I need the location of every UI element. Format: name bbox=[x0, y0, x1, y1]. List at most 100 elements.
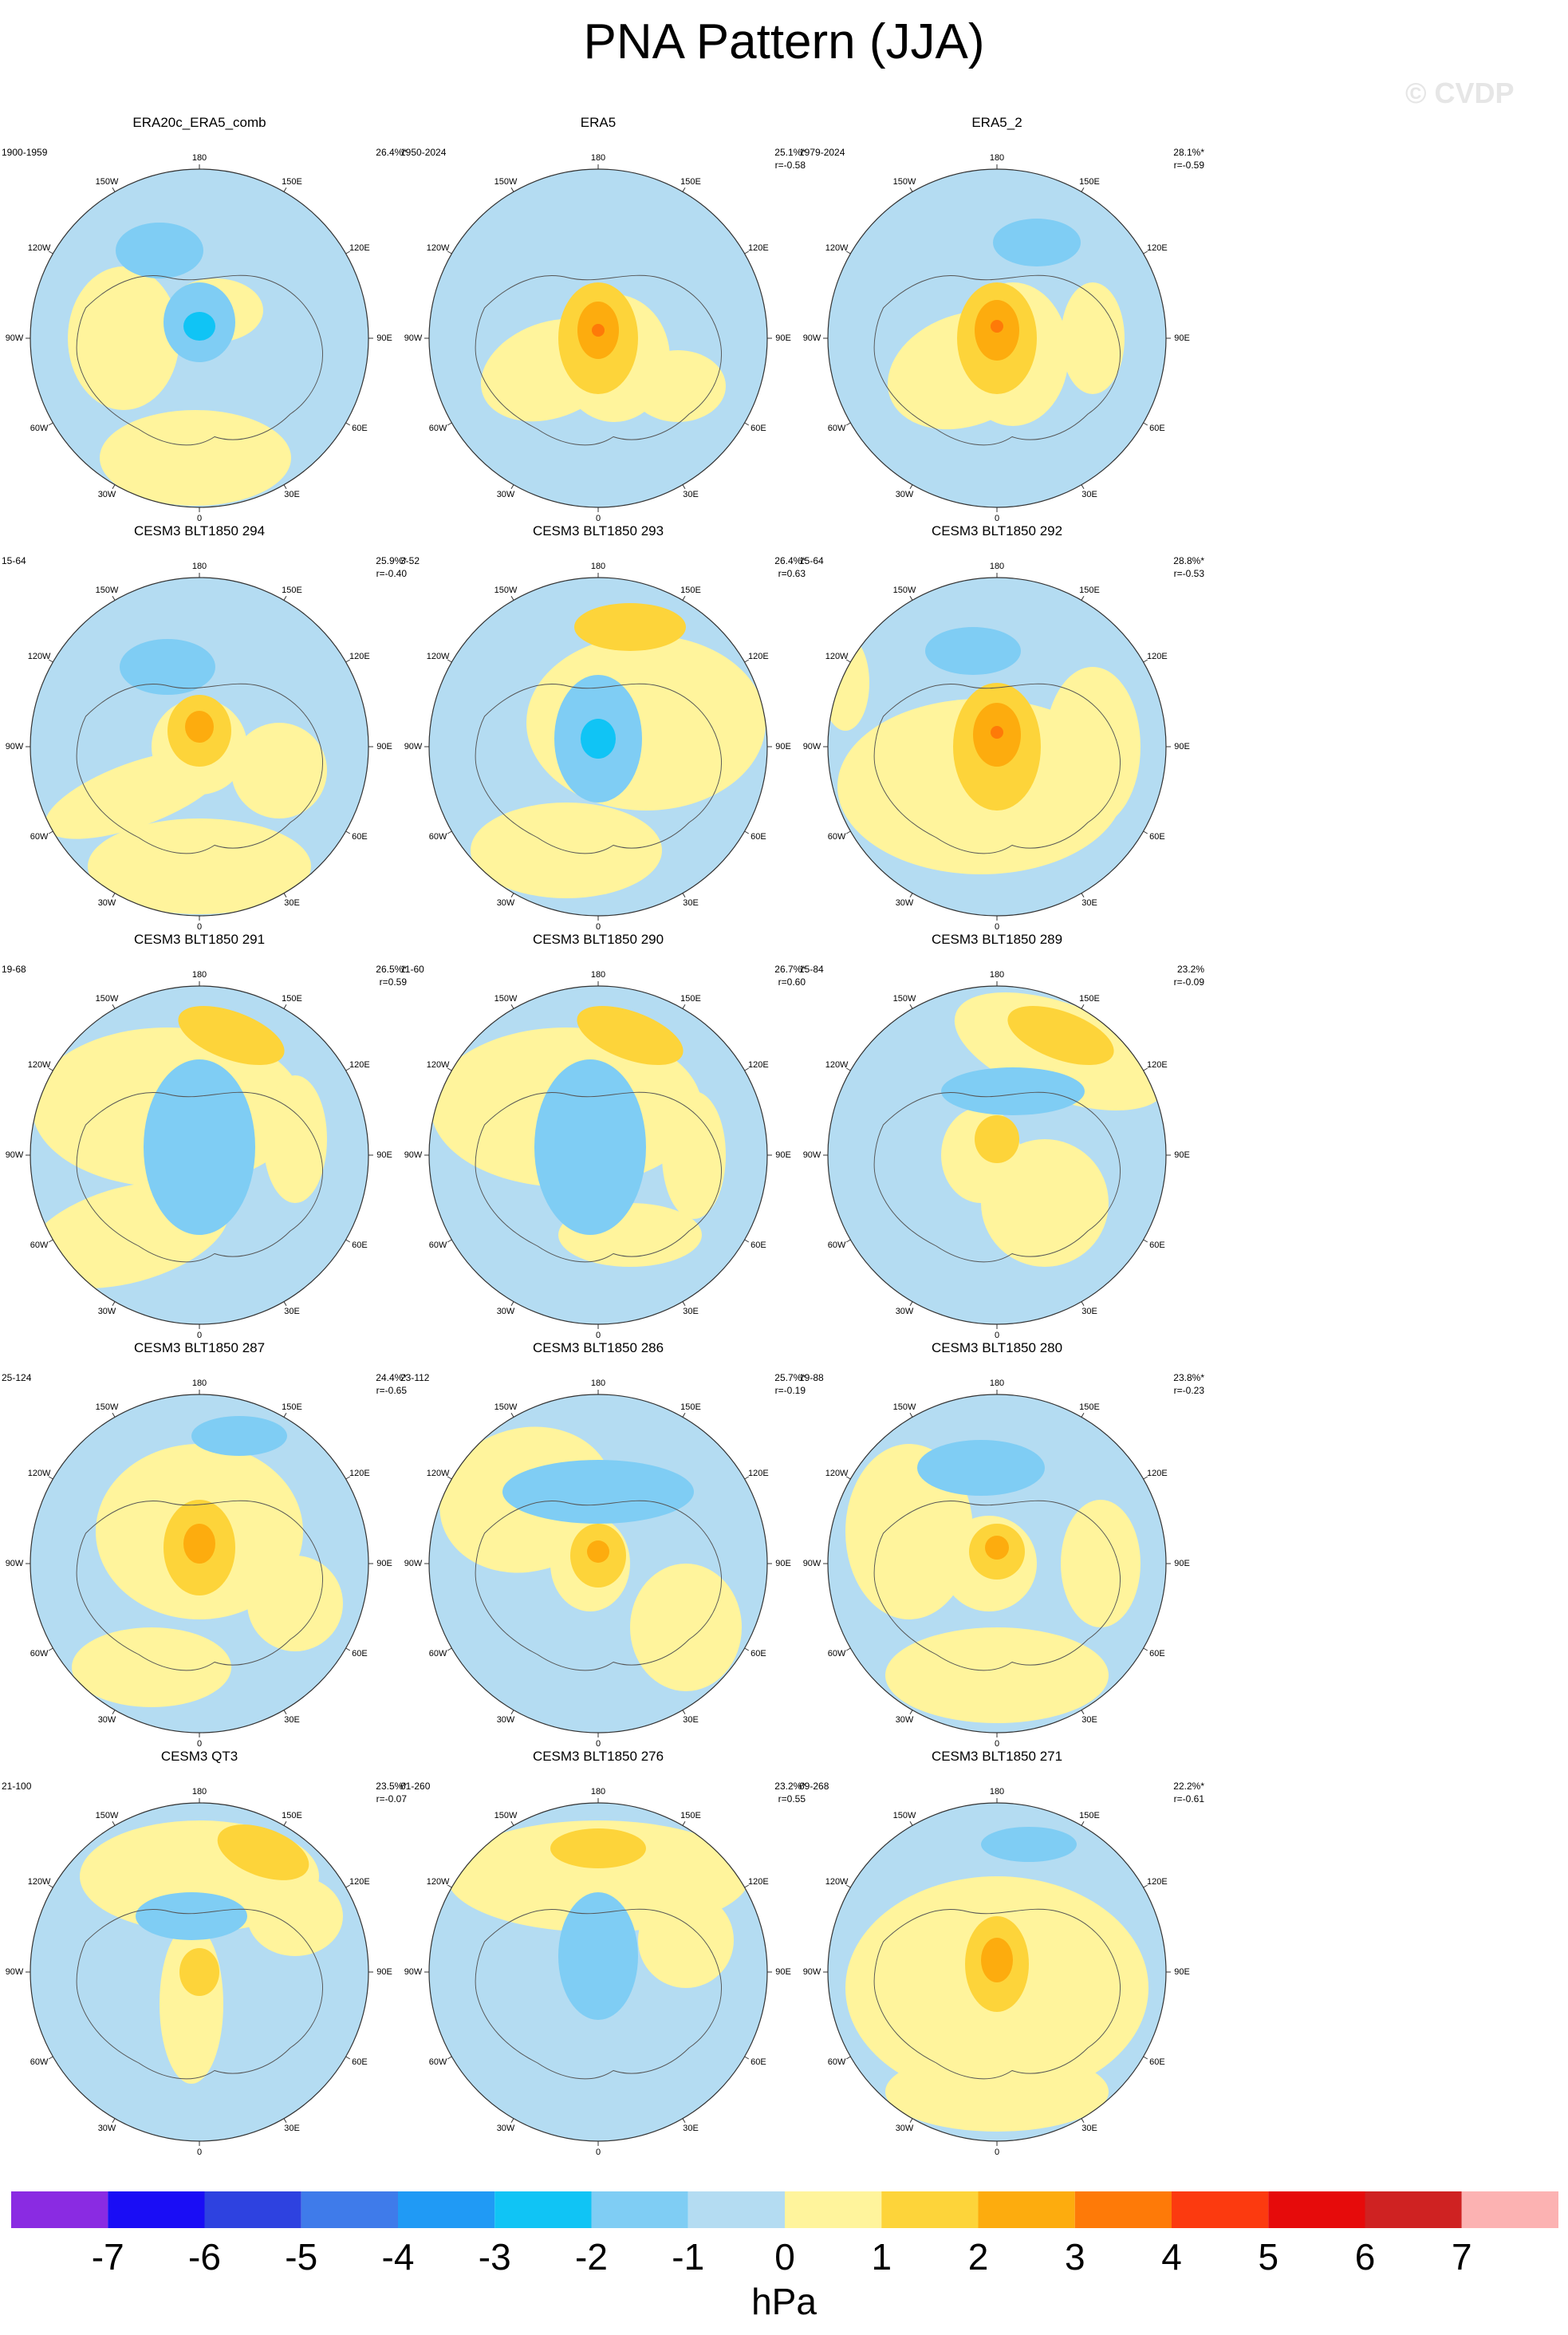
lon-label: 30W bbox=[496, 489, 515, 499]
polar-map bbox=[424, 164, 772, 512]
panel-variance-pct: 26.4%* bbox=[376, 147, 407, 158]
lon-tick bbox=[283, 484, 287, 490]
lon-label: 90E bbox=[775, 1559, 791, 1568]
lon-tick bbox=[283, 1004, 287, 1009]
colorbar-tick-label: 1 bbox=[871, 2236, 892, 2278]
lon-label: 90E bbox=[376, 1967, 392, 1977]
lon-label: 30W bbox=[895, 2123, 914, 2133]
lon-label: 60E bbox=[1149, 1649, 1165, 1659]
colorbar-units-label: hPa bbox=[751, 2281, 817, 2322]
lon-tick bbox=[345, 659, 351, 663]
lon-tick bbox=[1143, 1884, 1148, 1888]
lon-label: 90W bbox=[802, 742, 821, 751]
polar-map bbox=[823, 981, 1171, 1329]
colorbar-swatch bbox=[398, 2191, 495, 2228]
lon-label: 60E bbox=[352, 832, 368, 842]
lon-tick bbox=[1081, 187, 1085, 192]
lon-label: 120E bbox=[349, 652, 370, 661]
lon-label: 60E bbox=[751, 1649, 766, 1659]
lon-tick bbox=[909, 187, 913, 192]
panel-period: 1900-1959 bbox=[2, 147, 48, 158]
panel-variance-pct: 22.2%* bbox=[1173, 1781, 1204, 1792]
map-panel: ERA5 1950-2024 25.1%* r=-0.58 180 150E 120E 90E… bbox=[391, 115, 806, 530]
map-panel: CESM3 BLT1850 292 15-64 28.8%* r=-0.53 180 15… bbox=[790, 523, 1204, 938]
lon-label: 120W bbox=[426, 1877, 450, 1887]
lon-label: 60W bbox=[30, 424, 49, 433]
colorbar-tick-label: -1 bbox=[672, 2236, 705, 2278]
lon-tick bbox=[510, 1301, 514, 1307]
lon-label: 90E bbox=[775, 1967, 791, 1977]
contour-region bbox=[991, 726, 1003, 739]
panel-correlation: r=0.60 bbox=[778, 976, 806, 988]
lon-label: 30W bbox=[496, 897, 515, 908]
colorbar-tick-label: -4 bbox=[381, 2236, 415, 2278]
lon-label: 90E bbox=[1174, 742, 1190, 751]
lon-label: 150W bbox=[892, 994, 916, 1004]
contour-region bbox=[136, 1892, 247, 1940]
lon-label: 30E bbox=[1081, 489, 1097, 499]
lon-label: 60E bbox=[751, 832, 766, 842]
panel-period: 15-64 bbox=[799, 555, 824, 566]
lon-tick bbox=[48, 1647, 53, 1651]
colorbar-tick-label: 4 bbox=[1161, 2236, 1182, 2278]
lon-tick bbox=[1081, 2118, 1085, 2124]
panel-period: 15-64 bbox=[2, 555, 26, 566]
polar-map bbox=[424, 981, 772, 1329]
page-title: PNA Pattern (JJA) bbox=[583, 14, 985, 69]
lon-label: 150E bbox=[282, 1402, 302, 1413]
panel-correlation: r=-0.59 bbox=[1173, 160, 1204, 171]
lon-label: 150E bbox=[282, 1811, 302, 1821]
lon-label: 150E bbox=[680, 177, 701, 187]
lon-tick bbox=[447, 830, 452, 834]
contour-region bbox=[502, 1460, 694, 1524]
lon-label: 30W bbox=[97, 897, 116, 908]
coastline bbox=[475, 1500, 722, 1671]
lon-tick bbox=[447, 1239, 452, 1243]
lon-label: 120W bbox=[426, 1469, 450, 1478]
lon-label: 0 bbox=[196, 922, 203, 932]
coastline bbox=[475, 683, 722, 854]
panel-variance-pct: 24.4%* bbox=[376, 1372, 407, 1383]
colorbar-tick-label: 0 bbox=[774, 2236, 795, 2278]
lon-label: 60E bbox=[352, 1240, 368, 1250]
lon-label: 180 bbox=[590, 1379, 606, 1388]
map-panel: CESM3 BLT1850 271 69-268 22.2%* r=-0.61 180 1… bbox=[790, 1749, 1204, 2163]
contour-region bbox=[925, 627, 1021, 675]
lon-label: 60W bbox=[428, 832, 447, 842]
map-panel: CESM3 BLT1850 289 15-84 23.2% r=-0.09 180 150… bbox=[790, 932, 1204, 1347]
lon-label: 30W bbox=[496, 1306, 515, 1316]
contour-region bbox=[828, 635, 869, 731]
lon-label: 30E bbox=[284, 1714, 300, 1725]
lon-tick bbox=[909, 1004, 913, 1009]
lon-tick bbox=[1081, 484, 1085, 490]
coastline bbox=[873, 1091, 1121, 1263]
contour-region bbox=[1045, 667, 1141, 826]
contour-region bbox=[160, 1924, 223, 2084]
lon-label: 120W bbox=[27, 1469, 51, 1478]
panel-correlation: r=-0.65 bbox=[376, 1385, 407, 1396]
contour-region bbox=[183, 1524, 215, 1564]
lon-label: 30E bbox=[284, 2123, 300, 2133]
panel-title: CESM3 BLT1850 293 bbox=[532, 523, 664, 538]
lon-label: 90W bbox=[404, 742, 423, 751]
lon-label: 0 bbox=[994, 922, 1000, 932]
panel-period: 21-100 bbox=[2, 1781, 32, 1792]
lon-tick bbox=[682, 1412, 686, 1418]
lon-tick bbox=[48, 1884, 53, 1888]
lon-label: 60E bbox=[751, 424, 766, 433]
lon-tick bbox=[447, 422, 452, 426]
lon-label: 150W bbox=[95, 586, 119, 596]
lon-label: 180 bbox=[590, 562, 606, 571]
contour-region bbox=[88, 818, 311, 914]
lon-label: 0 bbox=[595, 514, 601, 523]
lon-tick bbox=[845, 1476, 851, 1480]
lon-label: 0 bbox=[196, 2148, 203, 2157]
lon-label: 90W bbox=[5, 1559, 24, 1568]
lon-tick bbox=[845, 2056, 851, 2060]
lon-label: 90W bbox=[404, 333, 423, 343]
panel-correlation: r=0.63 bbox=[778, 568, 806, 579]
lon-tick bbox=[345, 1239, 351, 1243]
lon-label: 120E bbox=[349, 1469, 370, 1478]
lon-tick bbox=[447, 1884, 452, 1888]
contour-region bbox=[183, 312, 215, 341]
